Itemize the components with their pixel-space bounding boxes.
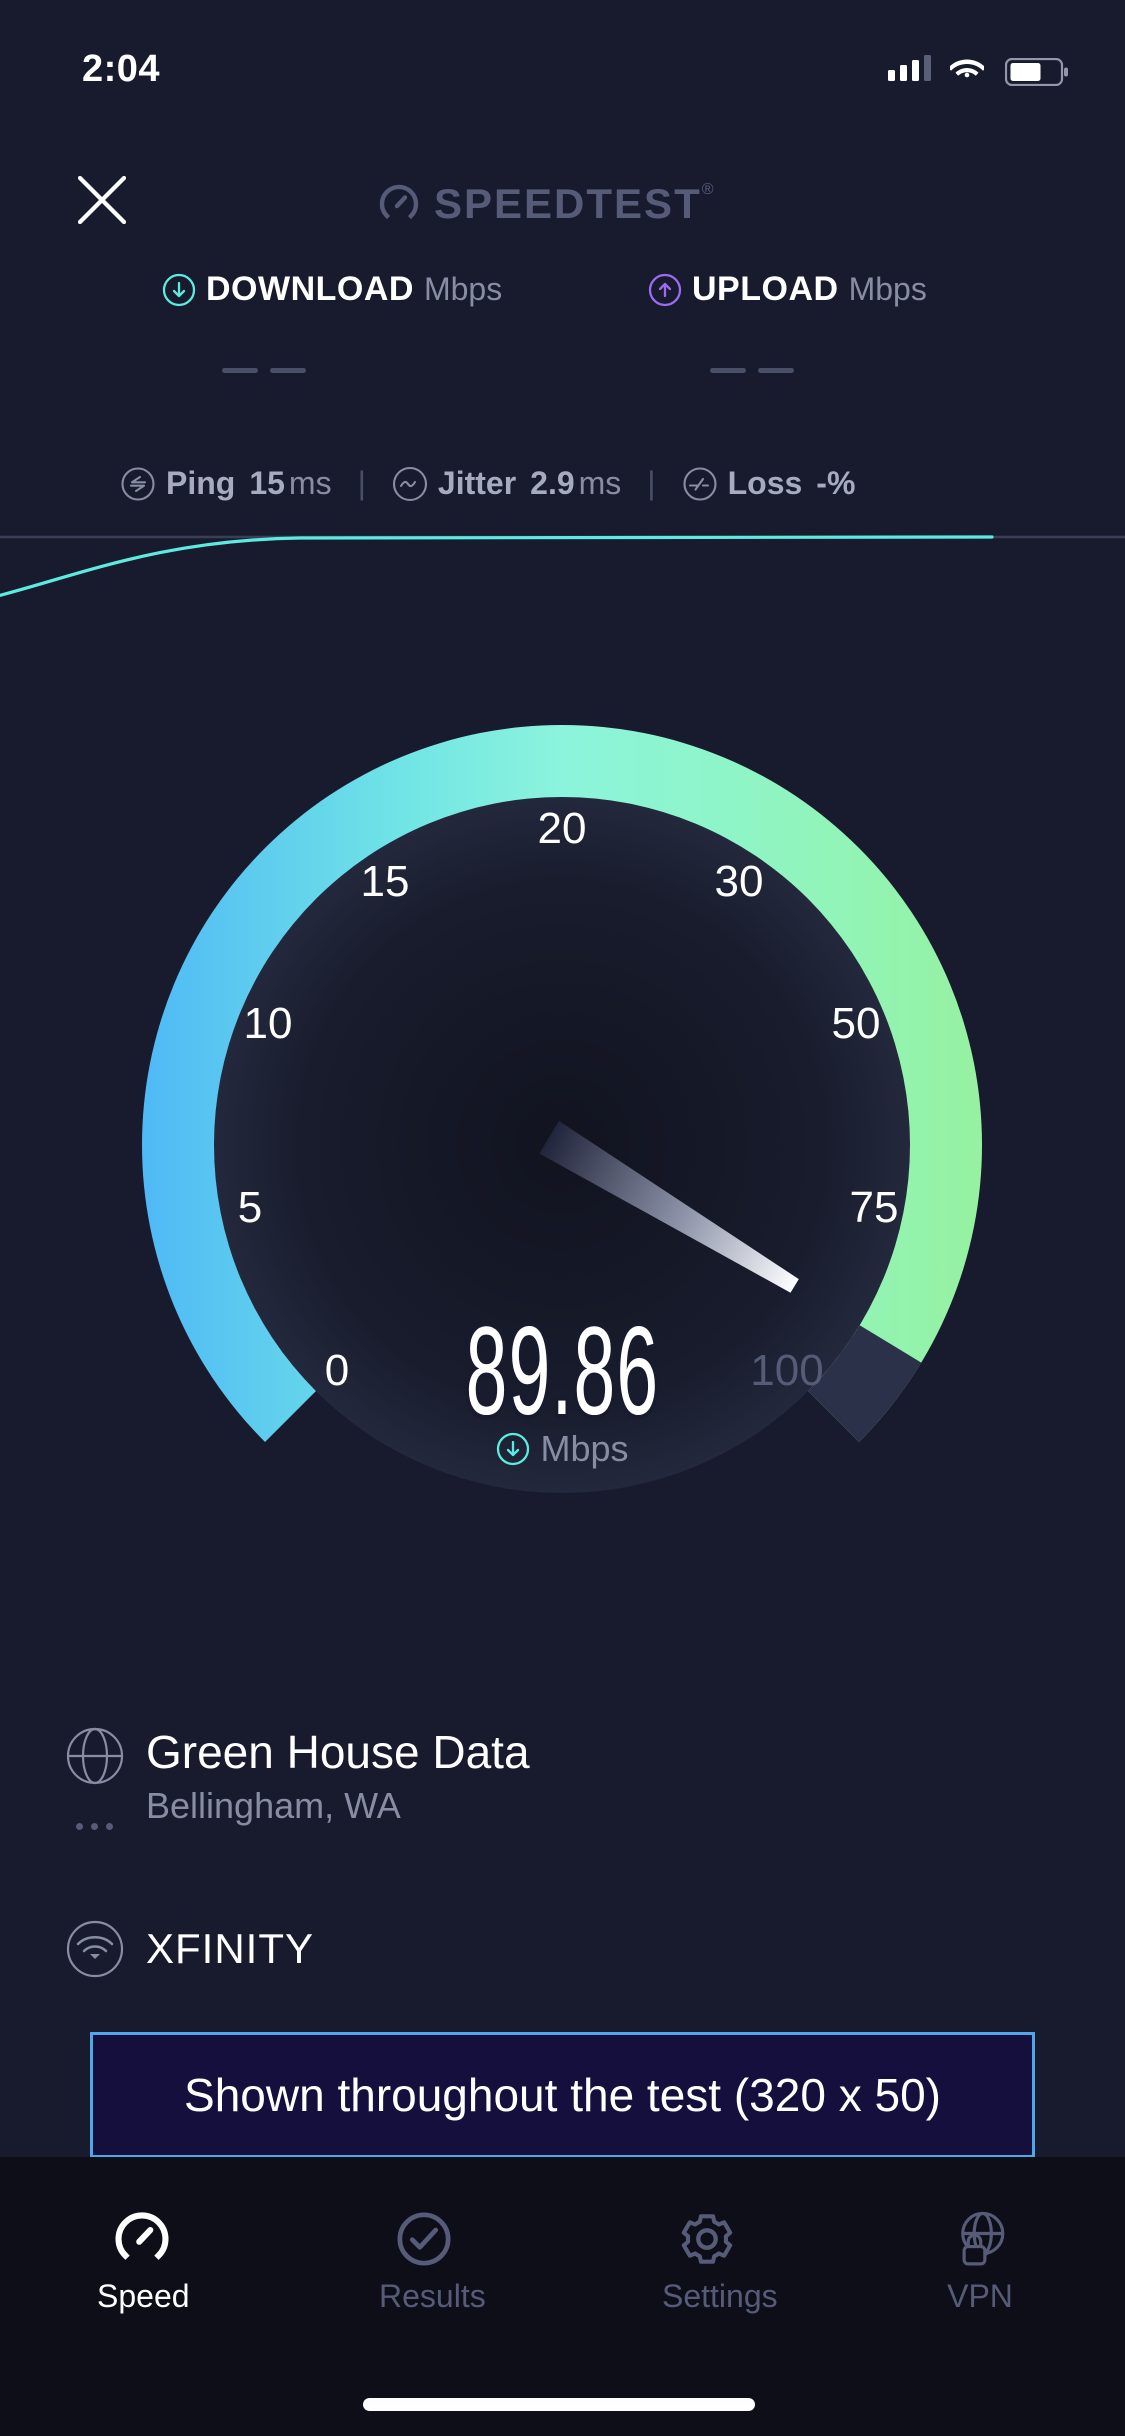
- svg-text:10: 10: [244, 999, 293, 1048]
- svg-text:5: 5: [238, 1183, 262, 1232]
- svg-text:50: 50: [832, 999, 881, 1048]
- svg-text:15: 15: [361, 857, 410, 906]
- svg-text:20: 20: [538, 804, 587, 853]
- svg-text:75: 75: [850, 1183, 899, 1232]
- svg-text:30: 30: [715, 857, 764, 906]
